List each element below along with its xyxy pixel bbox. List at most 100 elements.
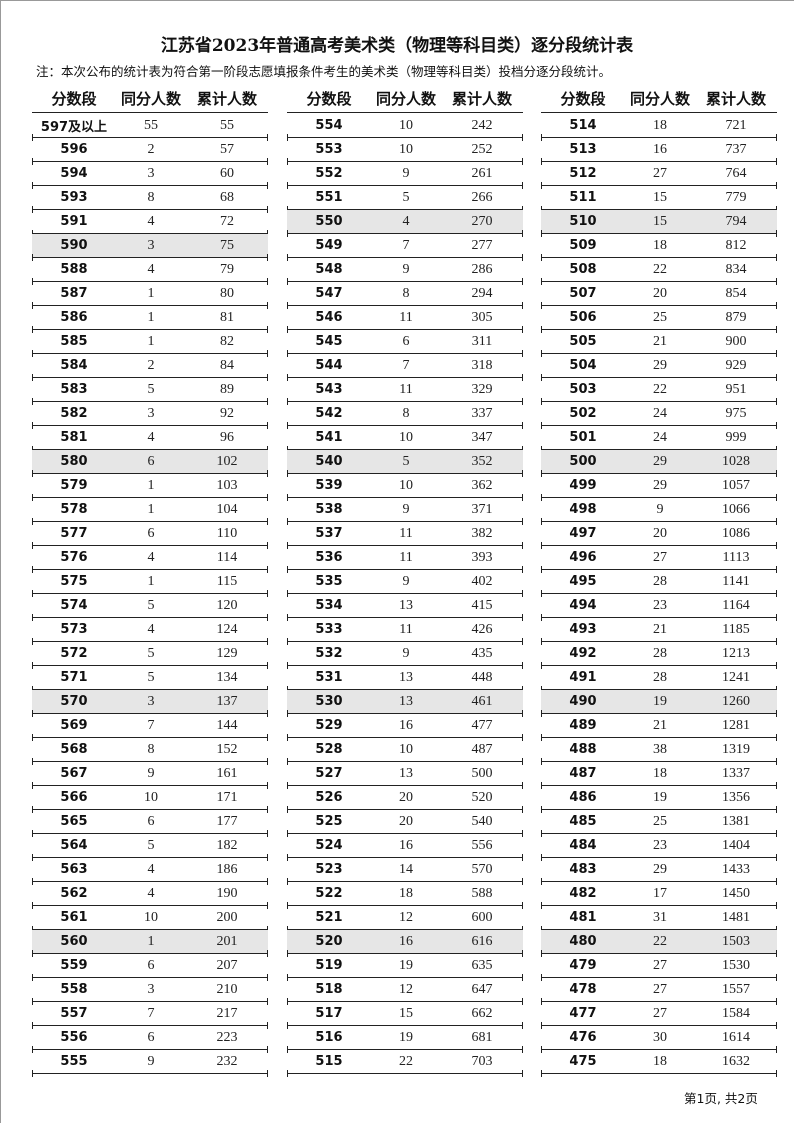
same-score-count-cell: 24 bbox=[653, 429, 667, 445]
cumulative-count-cell: 616 bbox=[471, 933, 493, 949]
score-cell: 538 bbox=[315, 502, 343, 517]
same-score-count-cell: 6 bbox=[147, 525, 155, 541]
cumulative-count-cell: 190 bbox=[216, 885, 238, 901]
table-row: 533 11 426 bbox=[287, 618, 523, 645]
score-cell: 502 bbox=[569, 406, 597, 421]
cumulative-count-cell: 294 bbox=[471, 285, 493, 301]
score-cell: 586 bbox=[60, 310, 88, 325]
score-table-column-1: 分数段 同分人数 累计人数 597及以上 55 55 596 2 57 594 3 60 593 8 68 5… bbox=[32, 84, 268, 1077]
cumulative-count-cell: 393 bbox=[471, 549, 493, 565]
same-score-count-cell: 9 bbox=[402, 501, 410, 517]
score-cell: 490 bbox=[569, 694, 597, 709]
table-row: 492 28 1213 bbox=[541, 642, 777, 669]
score-cell: 554 bbox=[315, 118, 343, 133]
table-row: 583 5 89 bbox=[32, 378, 268, 405]
score-cell: 555 bbox=[60, 1054, 88, 1069]
same-score-count-cell: 18 bbox=[653, 1053, 667, 1069]
score-table-column-2: 分数段 同分人数 累计人数 554 10 242 553 10 252 552 9 261 551 5 26… bbox=[287, 84, 523, 1077]
score-cell: 565 bbox=[60, 814, 88, 829]
same-score-count-cell: 9 bbox=[402, 165, 410, 181]
table-row: 534 13 415 bbox=[287, 594, 523, 621]
score-cell: 571 bbox=[60, 670, 88, 685]
table-row: 502 24 975 bbox=[541, 402, 777, 429]
score-cell: 530 bbox=[315, 694, 343, 709]
score-cell: 557 bbox=[60, 1006, 88, 1021]
score-cell: 548 bbox=[315, 262, 343, 277]
score-cell: 500 bbox=[569, 454, 597, 469]
table-row: 532 9 435 bbox=[287, 642, 523, 669]
cumulative-count-cell: 854 bbox=[725, 285, 747, 301]
cumulative-count-cell: 929 bbox=[725, 357, 747, 373]
score-cell: 545 bbox=[315, 334, 343, 349]
same-score-count-cell: 10 bbox=[399, 741, 413, 757]
cumulative-count-cell: 812 bbox=[725, 237, 747, 253]
table-row: 512 27 764 bbox=[541, 162, 777, 189]
score-cell: 514 bbox=[569, 118, 597, 133]
table-row: 511 15 779 bbox=[541, 186, 777, 213]
same-score-count-cell: 7 bbox=[147, 1005, 155, 1021]
cumulative-count-cell: 1213 bbox=[722, 645, 750, 661]
cumulative-count-cell: 1356 bbox=[722, 789, 750, 805]
cumulative-count-cell: 60 bbox=[220, 165, 234, 181]
table-row: 490 19 1260 bbox=[541, 690, 777, 717]
cumulative-count-cell: 721 bbox=[725, 117, 747, 133]
same-score-count-cell: 5 bbox=[402, 453, 410, 469]
table-row: 570 3 137 bbox=[32, 690, 268, 717]
table-row: 494 23 1164 bbox=[541, 594, 777, 621]
score-cell: 579 bbox=[60, 478, 88, 493]
score-cell: 587 bbox=[60, 286, 88, 301]
cumulative-count-cell: 1028 bbox=[722, 453, 750, 469]
cumulative-count-cell: 1113 bbox=[722, 549, 750, 565]
page-title: 江苏省2023年普通高考美术类（物理等科目类）逐分段统计表 bbox=[160, 36, 634, 56]
same-score-count-cell: 15 bbox=[399, 1005, 413, 1021]
table-row: 552 9 261 bbox=[287, 162, 523, 189]
same-score-count-cell: 6 bbox=[147, 453, 155, 469]
table-row: 495 28 1141 bbox=[541, 570, 777, 597]
table-row: 577 6 110 bbox=[32, 522, 268, 549]
table-row: 549 7 277 bbox=[287, 234, 523, 261]
cumulative-count-cell: 92 bbox=[220, 405, 234, 421]
table-row: 587 1 80 bbox=[32, 282, 268, 309]
header-cell: 同分人数 bbox=[375, 89, 436, 108]
same-score-count-cell: 9 bbox=[402, 261, 410, 277]
cumulative-count-cell: 311 bbox=[471, 333, 493, 349]
score-cell: 576 bbox=[60, 550, 88, 565]
same-score-count-cell: 31 bbox=[653, 909, 667, 925]
score-cell: 478 bbox=[569, 982, 597, 997]
score-cell: 594 bbox=[60, 166, 88, 181]
header-cell: 分数段 bbox=[560, 89, 606, 108]
same-score-count-cell: 18 bbox=[653, 237, 667, 253]
same-score-count-cell: 9 bbox=[656, 501, 664, 517]
cumulative-count-cell: 402 bbox=[471, 573, 493, 589]
same-score-count-cell: 1 bbox=[147, 477, 155, 493]
table-row: 515 22 703 bbox=[287, 1050, 523, 1077]
same-score-count-cell: 22 bbox=[653, 381, 667, 397]
score-cell: 498 bbox=[569, 502, 597, 517]
table-row: 538 9 371 bbox=[287, 498, 523, 525]
same-score-count-cell: 19 bbox=[653, 789, 667, 805]
table-row: 578 1 104 bbox=[32, 498, 268, 525]
same-score-count-cell: 15 bbox=[653, 213, 667, 229]
score-cell: 531 bbox=[315, 670, 343, 685]
same-score-count-cell: 9 bbox=[147, 765, 155, 781]
cumulative-count-cell: 84 bbox=[220, 357, 234, 373]
same-score-count-cell: 3 bbox=[147, 237, 155, 253]
same-score-count-cell: 5 bbox=[147, 837, 155, 853]
same-score-count-cell: 55 bbox=[144, 117, 158, 133]
table-row: 478 27 1557 bbox=[541, 978, 777, 1005]
score-cell: 542 bbox=[315, 406, 343, 421]
same-score-count-cell: 8 bbox=[402, 285, 410, 301]
same-score-count-cell: 28 bbox=[653, 669, 667, 685]
score-cell: 512 bbox=[569, 166, 597, 181]
score-cell: 546 bbox=[315, 310, 343, 325]
same-score-count-cell: 24 bbox=[653, 405, 667, 421]
cumulative-count-cell: 487 bbox=[471, 741, 493, 757]
score-cell: 487 bbox=[569, 766, 597, 781]
table-row: 554 10 242 bbox=[287, 114, 523, 141]
cumulative-count-cell: 1433 bbox=[722, 861, 750, 877]
score-cell: 524 bbox=[315, 838, 343, 853]
same-score-count-cell: 5 bbox=[147, 645, 155, 661]
same-score-count-cell: 11 bbox=[399, 381, 413, 397]
cumulative-count-cell: 201 bbox=[216, 933, 238, 949]
table-row: 558 3 210 bbox=[32, 978, 268, 1005]
